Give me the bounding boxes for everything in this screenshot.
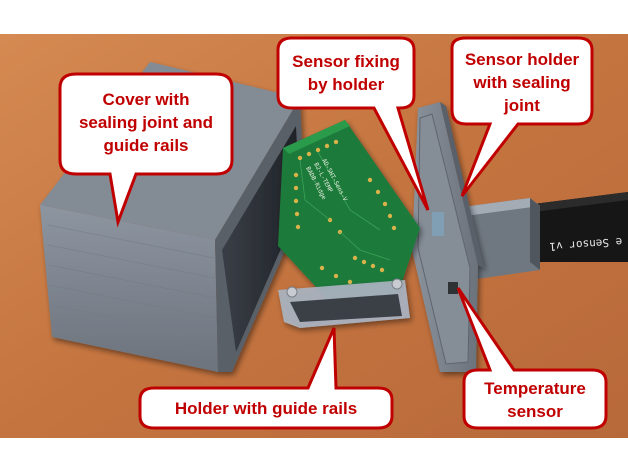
top-band — [0, 0, 628, 34]
callout-sensor-holder-line-3: joint — [503, 96, 540, 115]
sealing-joint — [432, 212, 444, 236]
cable-print: e Sensor v1 — [549, 235, 623, 253]
callout-temperature: Temperature sensor — [456, 287, 608, 430]
callout-cover-line-1: Cover with — [103, 90, 190, 109]
callout-sensor-fixing: Sensor fixing by holder — [276, 36, 430, 211]
screw-right — [391, 278, 403, 290]
callout-sensor-fixing-line-2: by holder — [308, 75, 385, 94]
callout-holder: Holder with guide rails — [138, 327, 394, 430]
callout-sensor-fixing-line-1: Sensor fixing — [292, 52, 400, 71]
callout-holder-line-1: Holder with guide rails — [175, 399, 357, 418]
callout-sensor-holder-line-2: with sealing — [472, 73, 570, 92]
callout-cover-line-2: sealing joint and — [79, 113, 213, 132]
guide-rail-holder — [278, 278, 410, 328]
sensor-holder-plate — [412, 102, 484, 372]
callout-temperature-line-1: Temperature — [484, 379, 586, 398]
temperature-sensor-chip — [448, 282, 458, 294]
screw-left — [286, 286, 298, 298]
pcb-board: AD-SHT-Sens-V B2-L-TEMP BADB-Ridge — [278, 120, 420, 312]
callout-sensor-holder-line-1: Sensor holder — [465, 50, 580, 69]
callout-cover: Cover with sealing joint and guide rails — [58, 72, 234, 228]
callout-temperature-line-2: sensor — [507, 402, 563, 421]
callout-cover-line-3: guide rails — [103, 136, 188, 155]
bottom-band — [0, 438, 628, 472]
callout-sensor-holder: Sensor holder with sealing joint — [450, 36, 594, 197]
